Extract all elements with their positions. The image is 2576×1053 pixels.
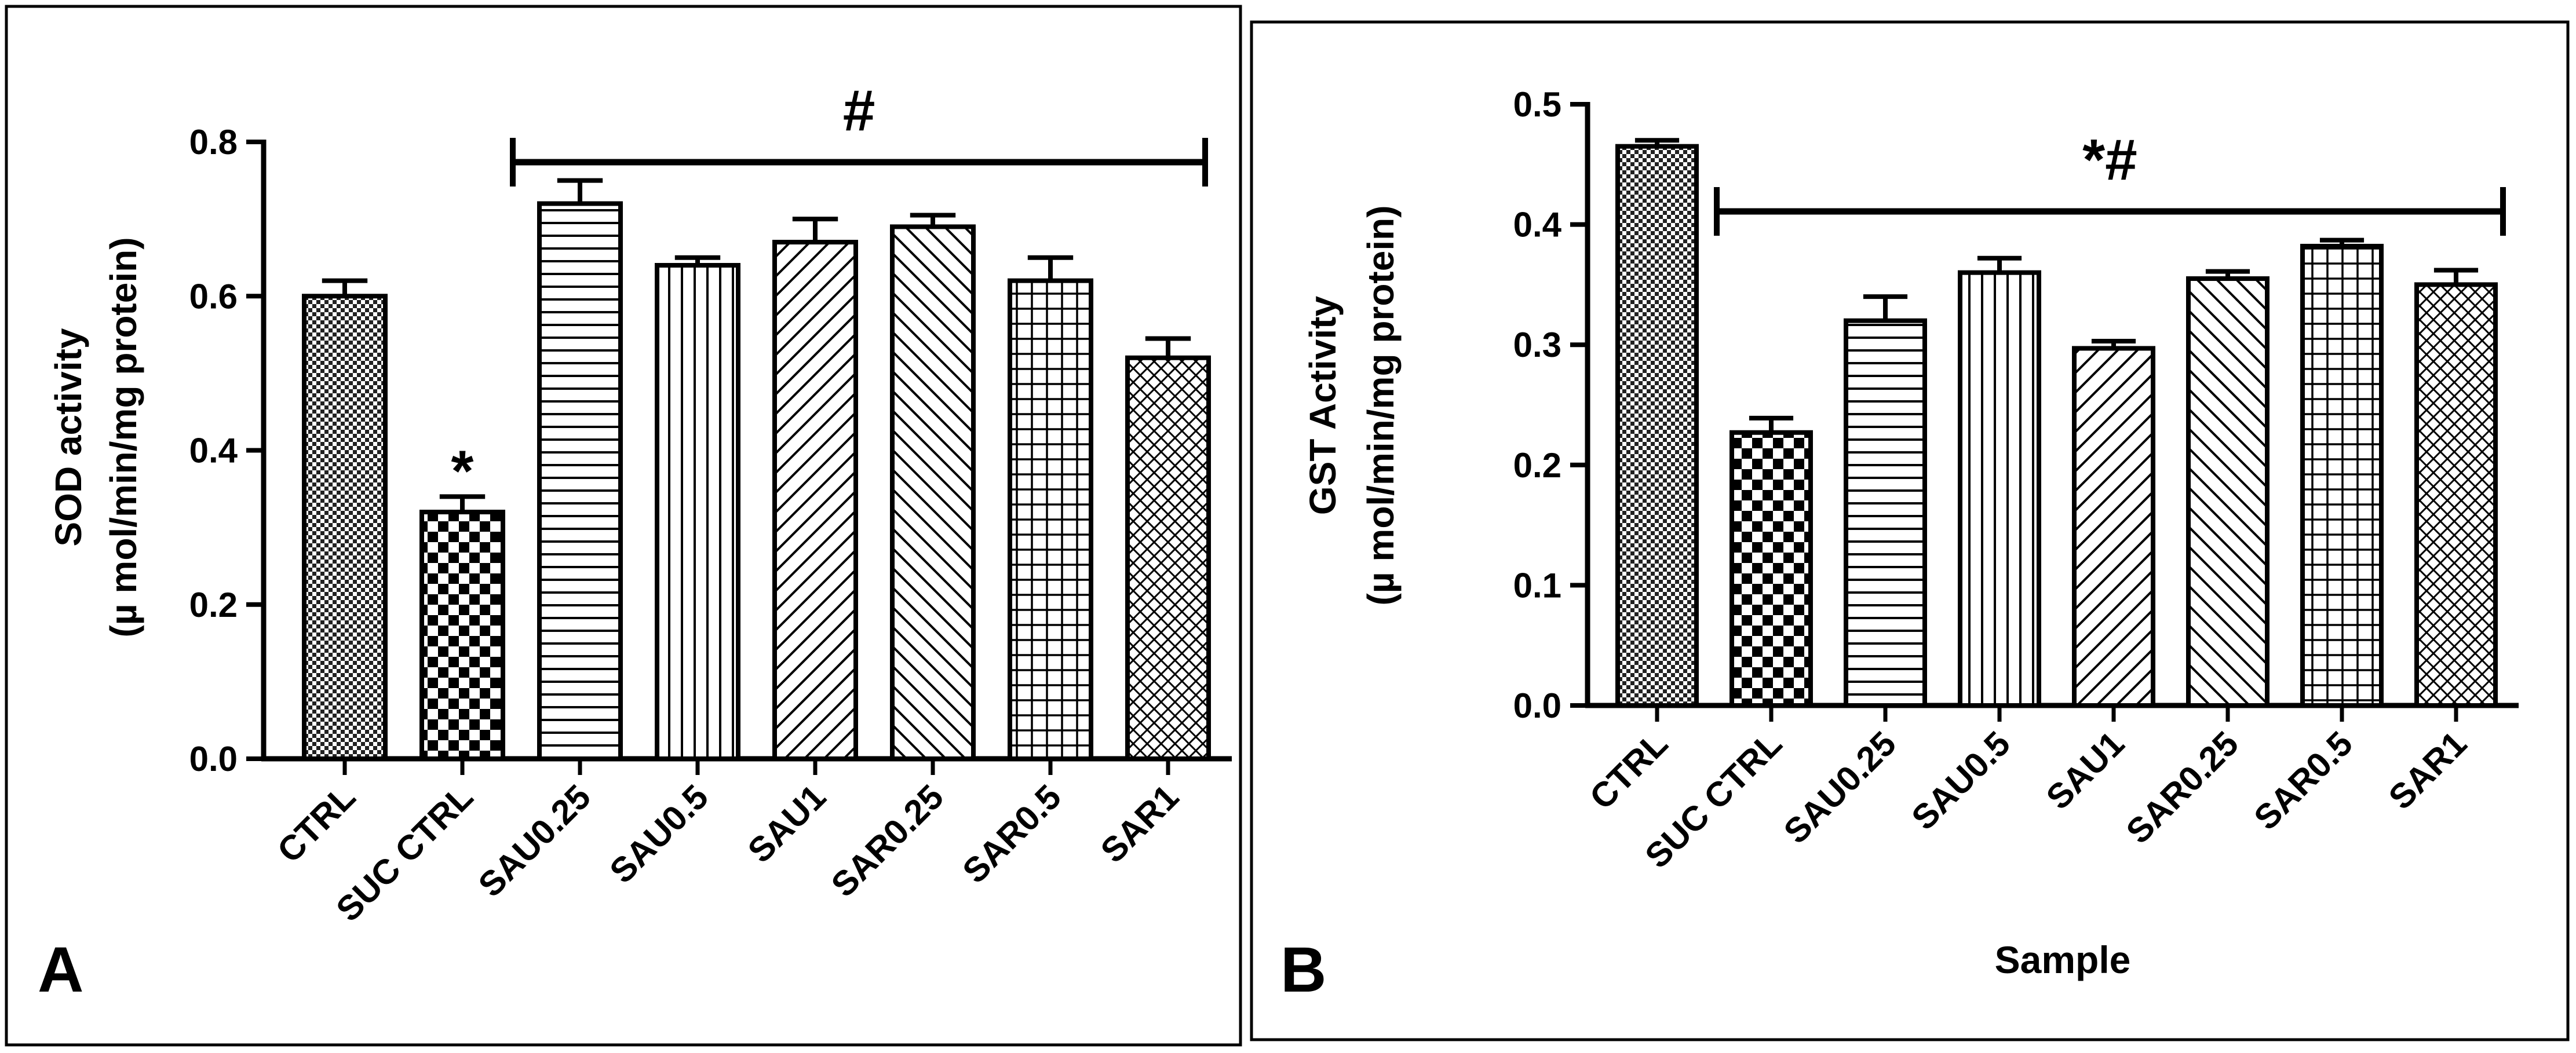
bar <box>2072 346 2155 708</box>
bar <box>1615 144 1699 708</box>
bar <box>1958 270 2041 708</box>
bar <box>2300 243 2384 708</box>
bar <box>772 240 858 761</box>
bar <box>537 201 623 761</box>
y-tick-label: 0.3 <box>1513 326 1561 364</box>
x-axis-title: Sample <box>1995 938 2131 981</box>
y-tick-label: 0.6 <box>189 277 238 316</box>
bar <box>890 224 976 761</box>
bar <box>419 510 505 761</box>
y-axis-subtitle: (µ mol/min/mg protein) <box>103 237 144 637</box>
y-axis-subtitle: (µ mol/min/mg protein) <box>1360 205 1402 605</box>
bar <box>1730 430 1813 708</box>
bar <box>1844 318 1927 708</box>
y-tick-label: 0.4 <box>189 432 238 470</box>
y-tick-label: 0.2 <box>189 586 238 624</box>
y-tick-label: 0.0 <box>1513 686 1561 725</box>
y-tick-label: 0.5 <box>1513 85 1561 124</box>
panel-a-label: A <box>38 934 83 1006</box>
bar <box>655 263 740 761</box>
y-axis-title: SOD activity <box>48 328 89 546</box>
significance-marker: * <box>451 438 474 503</box>
y-tick-label: 0.8 <box>189 123 238 162</box>
bar <box>1008 278 1093 761</box>
bar <box>302 294 388 761</box>
y-tick-label: 0.0 <box>189 740 238 778</box>
y-axis-title: GST Activity <box>1302 296 1344 515</box>
y-tick-label: 0.1 <box>1513 566 1561 605</box>
bar <box>1125 355 1211 761</box>
bar <box>2186 276 2269 708</box>
y-tick-label: 0.2 <box>1513 446 1561 485</box>
significance-marker: # <box>843 78 875 143</box>
y-tick-label: 0.4 <box>1513 206 1562 244</box>
panel-b-label: B <box>1280 934 1326 1006</box>
bar <box>2414 282 2498 708</box>
significance-marker: *# <box>2082 127 2137 192</box>
